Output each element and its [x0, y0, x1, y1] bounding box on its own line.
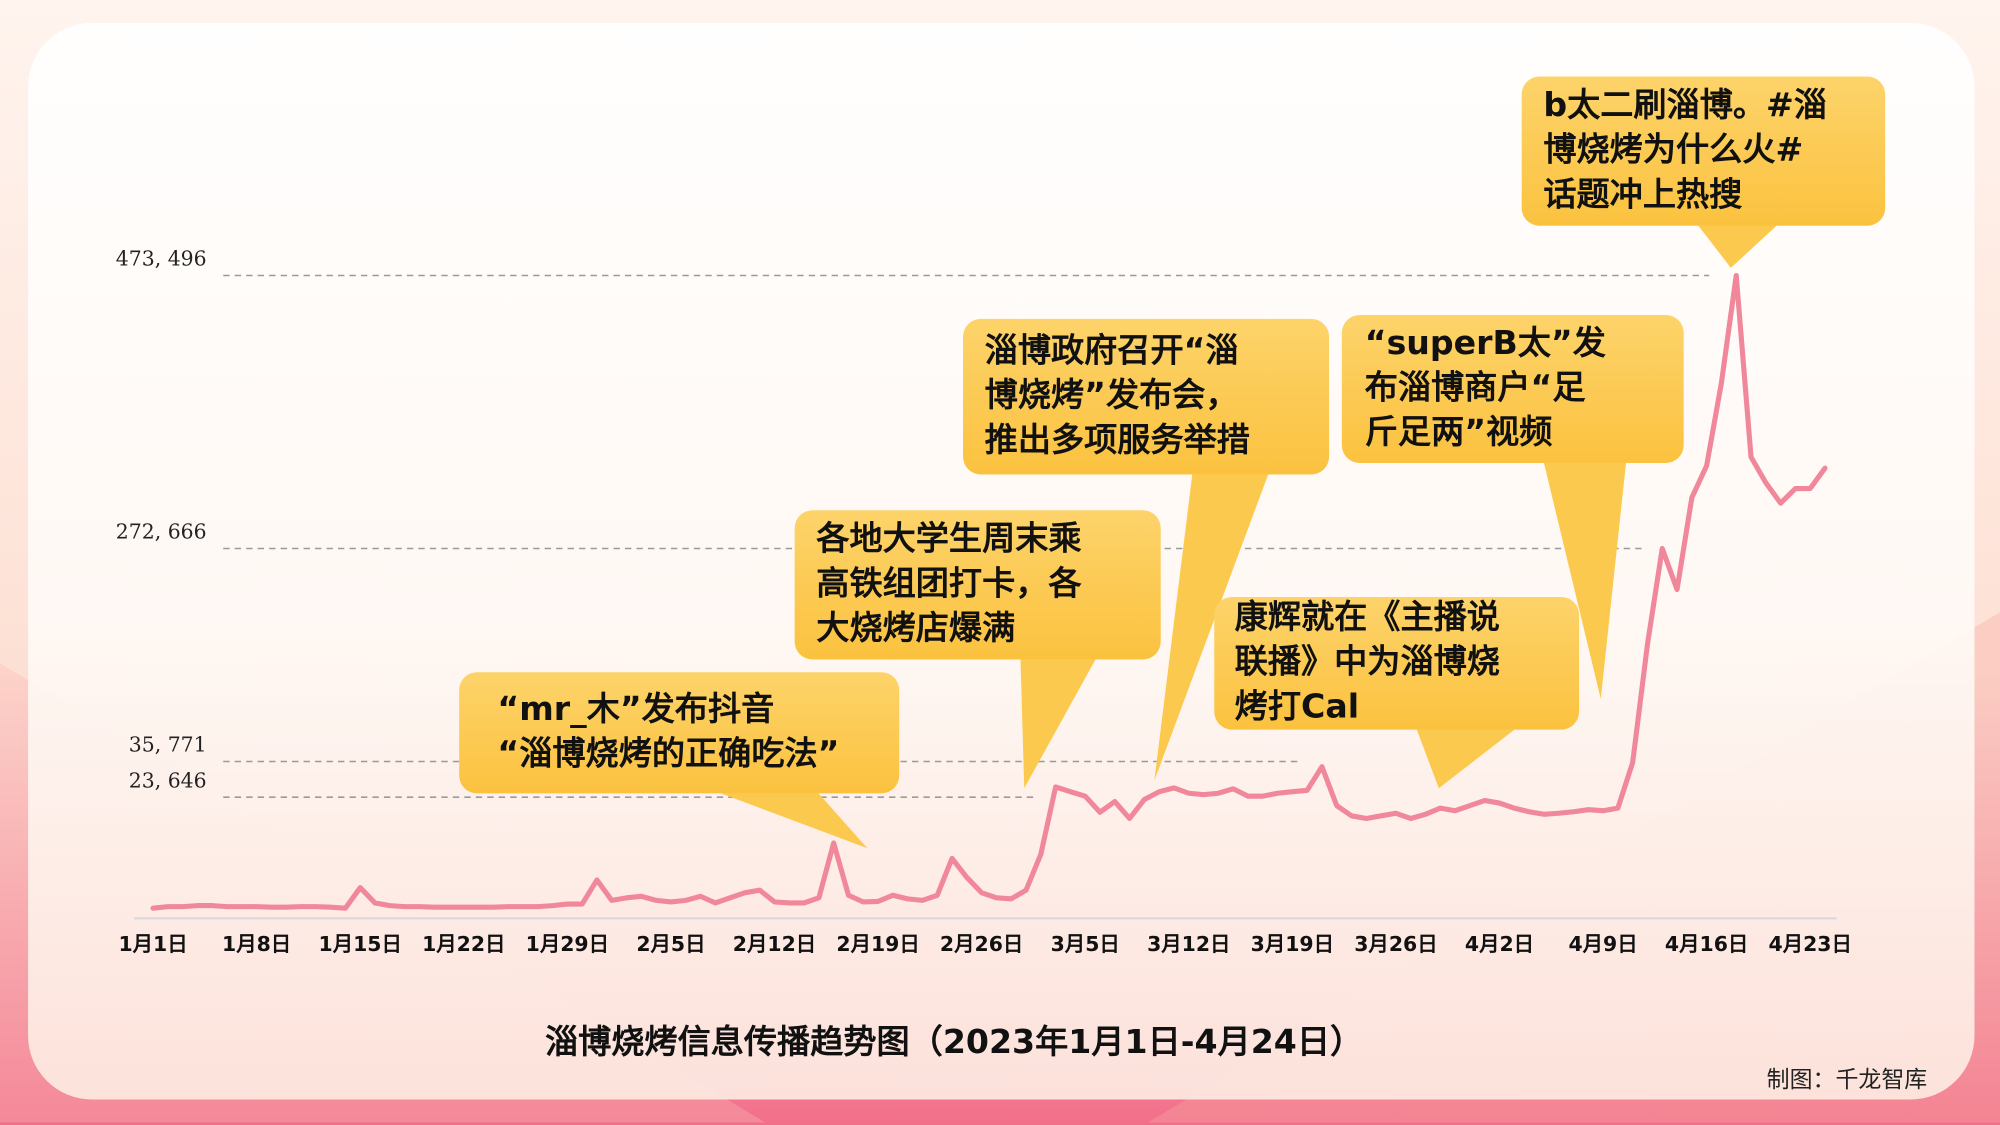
callout-text: 联播》中为淄博烧	[1235, 642, 1500, 681]
callout-text: 烤打Cal	[1235, 686, 1359, 725]
callout-text: b太二刷淄博。#淄	[1543, 85, 1827, 124]
y-tick-label: 272, 666	[116, 520, 207, 544]
x-tick-label: 2月26日	[940, 932, 1023, 956]
callout-text: 康辉就在《主播说	[1235, 597, 1500, 636]
x-tick-label: 3月19日	[1251, 932, 1334, 956]
callout-text: 博烧烤为什么火#	[1543, 130, 1803, 169]
x-tick-label: 1月1日	[118, 932, 187, 956]
callout-tail	[1020, 656, 1097, 789]
callout-text: 斤足两”视频	[1365, 412, 1553, 451]
callout-box	[963, 318, 1330, 475]
plot	[150, 272, 1828, 911]
callout-box	[794, 510, 1161, 660]
credit: 制图：千龙智库	[1767, 1067, 1928, 1093]
callout-box	[1214, 596, 1580, 730]
callout-box	[459, 672, 900, 794]
callout-box	[1341, 315, 1684, 464]
x-tick-label: 4月23日	[1769, 932, 1852, 956]
callout-tail	[1543, 460, 1627, 699]
x-tick-label: 1月8日	[222, 932, 291, 956]
x-tick-label: 2月5日	[636, 932, 705, 956]
x-tick-label: 4月2日	[1465, 932, 1534, 956]
callout-text: 话题冲上热搜	[1543, 174, 1743, 213]
data-line	[150, 272, 1828, 911]
x-tick-label: 3月26日	[1354, 932, 1437, 956]
grid: 23, 646 35, 771 272, 666 473, 496 1月1日 1月8日 1月…	[116, 247, 1852, 956]
chart-title: 淄博烧烤信息传播趋势图（2023年1月1日-4月24日）	[545, 1022, 1363, 1061]
y-tick-label: 473, 496	[116, 247, 207, 271]
callout-text: “superB太”发	[1365, 323, 1607, 362]
callout-text: 博烧烤”发布会，	[985, 375, 1239, 414]
callout-tail	[1696, 223, 1780, 268]
callout-text: 布淄博商户“足	[1365, 368, 1586, 407]
x-tick-label: 4月16日	[1665, 932, 1748, 956]
y-tick-label: 35, 771	[129, 733, 207, 757]
x-tick-label: 2月12日	[733, 932, 816, 956]
callout-text: 大烧烤店爆满	[816, 608, 1015, 647]
x-tick-label: 1月29日	[526, 932, 609, 956]
x-tick-label: 3月5日	[1051, 932, 1120, 956]
x-tick-label: 3月12日	[1147, 932, 1230, 956]
annotations: “mr_木”发布抖音 “淄博烧烤的正确吃法” 各地大学生周末乘高铁组团打卡，各大烧烤…	[459, 76, 1886, 849]
callout-tail	[1154, 471, 1270, 781]
callout-text: 推出多项服务举措	[985, 420, 1250, 459]
callout-tail	[1415, 727, 1518, 789]
callout-text: 高铁组团打卡，各	[816, 563, 1082, 602]
callout-text: 淄博政府召开“淄	[985, 331, 1239, 370]
y-tick-label: 23, 646	[129, 768, 207, 792]
x-tick-label: 2月19日	[836, 932, 919, 956]
x-tick-label: 1月22日	[422, 932, 505, 956]
callout-text: “mr_木”发布抖音	[497, 689, 774, 728]
callout-text: “淄博烧烤的正确吃法”	[497, 734, 839, 773]
x-tick-label: 4月9日	[1568, 932, 1637, 956]
callout-box	[1521, 76, 1886, 226]
x-tick-label: 1月15日	[319, 932, 402, 956]
callout-text: 各地大学生周末乘	[815, 519, 1082, 558]
